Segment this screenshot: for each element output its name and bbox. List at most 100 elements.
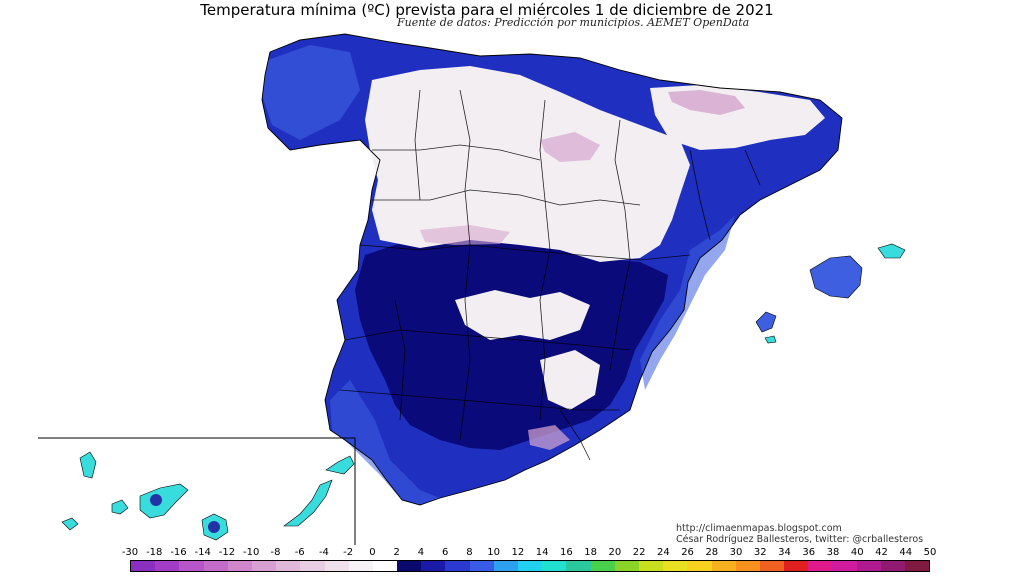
mainland-outline [261,33,843,506]
mediterranean-coast [640,215,735,390]
legend-swatch [808,561,833,571]
fuerteventura-island [283,479,333,527]
legend-swatch [856,561,881,571]
legend-swatch [203,561,228,571]
credits-author: César Rodríguez Ballesteros, twitter: @c… [676,534,924,545]
legend-label: -14 [194,547,211,558]
legend-labels: -30 -18 -16 -14 -12 -10 -8 -6 -4 -2 0 2 4 6 8 10 12 14 16 1… [0,547,1024,561]
legend-swatch [348,561,373,571]
legend-swatch [759,561,785,571]
mallorca-island [809,255,863,299]
legend-label: 20 [608,547,622,558]
teide-core [150,494,162,506]
legend-label: 26 [681,547,694,558]
iberian-frost [540,132,600,162]
legend-swatch [397,561,422,571]
legend-label: -4 [318,547,329,558]
el-hierro-island [61,517,79,531]
legend-label: 32 [753,547,767,558]
legend-swatch [372,561,398,571]
legend-label: 34 [778,547,791,558]
gran-canaria-core [208,521,220,533]
legend-label: 16 [559,547,573,558]
legend-swatch [276,561,301,571]
legend-swatch [614,561,639,571]
legend-swatch [663,561,688,571]
legend-swatch [227,561,252,571]
legend-swatch [518,561,543,571]
canary-islands-inset [38,437,356,545]
region-boundaries [339,89,761,461]
legend-label: 12 [511,547,525,558]
pyrenees-frost [668,90,745,115]
map-title: Temperatura mínima (ºC) prevista para el… [200,1,774,19]
legend-label: 40 [850,547,864,558]
sierra-nevada-patch [540,350,600,410]
legend-swatch [905,561,930,571]
legend-swatch [469,561,494,571]
legend-label: -30 [121,547,139,558]
cold-plateau-zone [365,66,690,262]
legend-label: 4 [417,547,425,558]
legend-swatch [300,561,325,571]
legend-label: 22 [632,547,646,558]
legend-swatch [687,561,712,571]
legend-swatch [542,561,567,571]
credits: http://climaenmapas.blogspot.com César R… [676,523,923,545]
legend-label: 2 [393,547,400,558]
formentera-island [764,335,777,344]
legend-label: -6 [294,547,305,558]
la-palma-island [79,451,97,479]
la-gomera-island [111,499,129,515]
legend-swatch [421,561,446,571]
legend-swatch [638,561,664,571]
data-source-caption: Fuente de datos: Predicción por municipi… [397,16,750,29]
legend-label: -8 [270,547,281,558]
legend-label: 42 [875,547,888,558]
legend-label: 14 [535,547,549,558]
legend-label: 50 [923,547,937,558]
legend-swatch [155,561,180,571]
legend-label: 38 [826,547,840,558]
galicia-coast [262,45,360,140]
color-scale-legend [130,560,930,572]
legend-label: 28 [705,547,719,558]
legend-swatch [880,561,905,571]
legend-label: -16 [170,547,187,558]
legend-swatch [735,561,760,571]
ibiza-island [755,311,777,333]
balearic-islands [755,243,906,344]
legend-label: 10 [487,547,500,558]
legend-label: -12 [218,547,236,558]
legend-label: 0 [369,547,376,558]
legend-label: 36 [802,547,816,558]
southern-frost [528,425,570,450]
legend-swatch [179,561,204,571]
legend-label: 18 [584,547,597,558]
legend-swatch [131,561,156,571]
lanzarote-island [325,455,355,475]
legend-swatch [324,561,349,571]
legend-swatch [445,561,470,571]
tenerife-island [139,483,189,519]
legend-label: -18 [146,547,163,558]
legend-label: 8 [466,547,473,558]
legend-label: -10 [243,547,260,558]
legend-swatch [784,561,809,571]
legend-swatch [590,561,615,571]
legend-swatch [566,561,591,571]
inset-frame [38,437,356,545]
legend-swatch [251,561,277,571]
legend-label: -2 [343,547,354,558]
southern-inland-patch [455,290,590,340]
legend-label: 6 [441,547,449,558]
southwest-coast [330,380,440,505]
menorca-island [877,243,906,259]
legend-label: 44 [899,547,913,558]
legend-swatch [832,561,857,571]
legend-label: 24 [656,547,670,558]
legend-label: 30 [729,547,743,558]
mainland-spain [261,33,843,506]
central-frost [420,225,510,245]
credits-website: http://climaenmapas.blogspot.com [676,523,842,534]
